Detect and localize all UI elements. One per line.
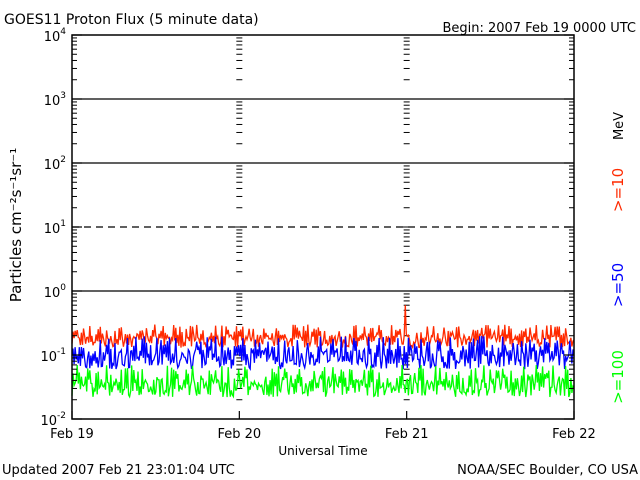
plot-frame	[71, 34, 575, 420]
series-layer	[71, 305, 575, 399]
begin-label: Begin: 2007 Feb 19 0000 UTC	[442, 21, 636, 36]
x-axis-label: Universal Time	[278, 444, 367, 458]
y-tick-label: 10-1	[40, 347, 66, 365]
series-line-ge10	[71, 305, 575, 350]
legend-ge100: >=100	[609, 350, 627, 404]
axis-layer: 10-2 10-1 100 101 102 103 104 Feb 19 Feb 20 Feb 2…	[40, 27, 595, 442]
series-line-ge50	[71, 335, 575, 372]
series-line-ge100	[71, 364, 575, 399]
units-label: MeV	[612, 112, 627, 140]
x-tick-label: Feb 21	[385, 427, 429, 442]
legend-ge10: >=10	[609, 168, 627, 212]
y-tick-label: 104	[44, 27, 67, 45]
x-tick-label: Feb 22	[552, 427, 596, 442]
x-tick-label: Feb 19	[50, 427, 94, 442]
updated-timestamp: Updated 2007 Feb 21 23:01:04 UTC	[2, 463, 235, 478]
legend-ge50: >=50	[609, 263, 627, 307]
y-tick-label: 102	[44, 155, 66, 173]
x-tick-label: Feb 20	[217, 427, 261, 442]
y-tick-label: 103	[44, 91, 66, 109]
y-axis-label: Particles cm⁻²s⁻¹sr⁻¹	[7, 148, 25, 302]
y-tick-label: 101	[44, 219, 66, 237]
y-tick-label: 100	[44, 283, 67, 301]
y-tick-label: 10-2	[40, 411, 66, 429]
credit-label: NOAA/SEC Boulder, CO USA	[457, 463, 638, 478]
chart-title: GOES11 Proton Flux (5 minute data)	[4, 12, 259, 28]
